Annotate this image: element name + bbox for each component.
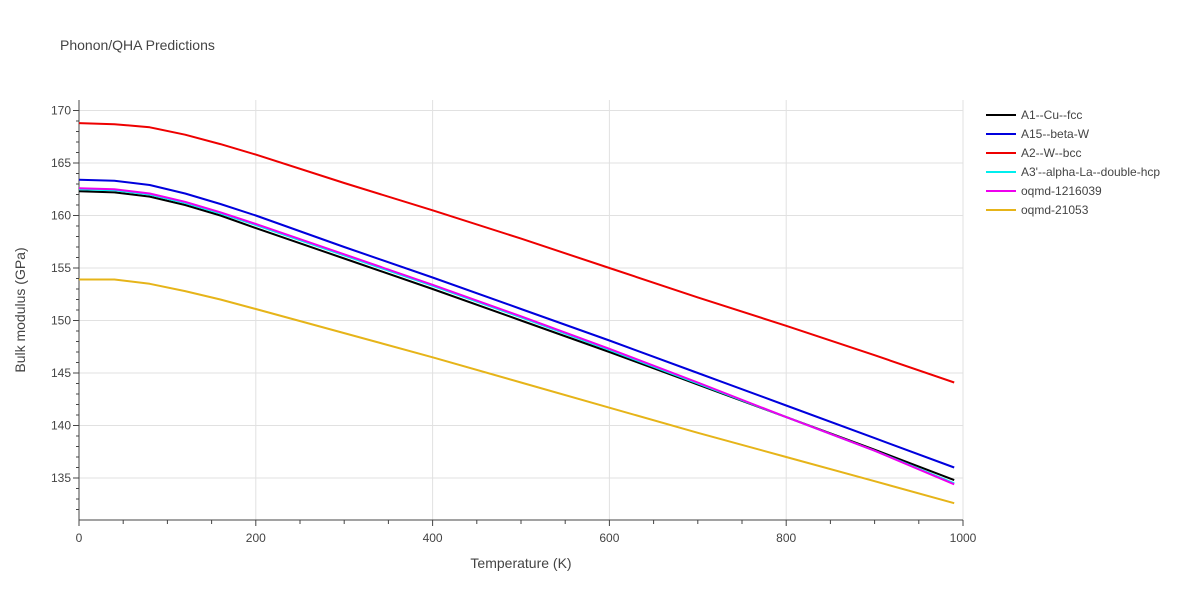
y-tick-label: 170 — [51, 104, 71, 118]
y-tick-label: 135 — [51, 471, 71, 485]
y-tick-label: 165 — [51, 156, 71, 170]
legend-item[interactable]: A3'--alpha-La--double-hcp — [986, 165, 1160, 179]
y-tick-label: 150 — [51, 314, 71, 328]
x-tick-label: 200 — [246, 531, 266, 545]
y-tick-label: 155 — [51, 261, 71, 275]
legend-item[interactable]: oqmd-21053 — [986, 203, 1089, 217]
series-line — [78, 188, 955, 485]
plot-area — [78, 122, 955, 505]
x-tick-label: 600 — [599, 531, 619, 545]
legend-label: A3'--alpha-La--double-hcp — [1021, 165, 1160, 179]
legend[interactable]: A1--Cu--fcc A15--beta-W A2--W--bcc A3'--alp… — [986, 108, 1160, 217]
series-line — [78, 187, 955, 486]
x-tick-label: 800 — [776, 531, 796, 545]
x-tick-label: 400 — [423, 531, 443, 545]
axes: 0 200 400 600 800 1000 135 140 145 150 155 160 165 17… — [51, 100, 977, 545]
series-line — [78, 122, 955, 384]
series-line — [78, 190, 955, 482]
x-tick-label: 0 — [76, 531, 83, 545]
legend-item[interactable]: oqmd-1216039 — [986, 184, 1102, 198]
legend-item[interactable]: A2--W--bcc — [986, 146, 1081, 160]
series-line — [78, 178, 955, 469]
y-tick-label: 145 — [51, 366, 71, 380]
legend-label: oqmd-1216039 — [1021, 184, 1102, 198]
legend-item[interactable]: A1--Cu--fcc — [986, 108, 1082, 122]
legend-label: A2--W--bcc — [1021, 146, 1081, 160]
chart-title: Phonon/QHA Predictions — [60, 37, 215, 53]
legend-label: A15--beta-W — [1021, 127, 1090, 141]
x-tick-label: 1000 — [950, 531, 977, 545]
legend-label: oqmd-21053 — [1021, 203, 1089, 217]
y-tick-label: 160 — [51, 209, 71, 223]
y-axis-title: Bulk modulus (GPa) — [12, 247, 28, 372]
series-line — [79, 278, 955, 505]
y-tick-label: 140 — [51, 419, 71, 433]
legend-item[interactable]: A15--beta-W — [986, 127, 1090, 141]
x-axis-title: Temperature (K) — [470, 555, 571, 571]
legend-label: A1--Cu--fcc — [1021, 108, 1082, 122]
